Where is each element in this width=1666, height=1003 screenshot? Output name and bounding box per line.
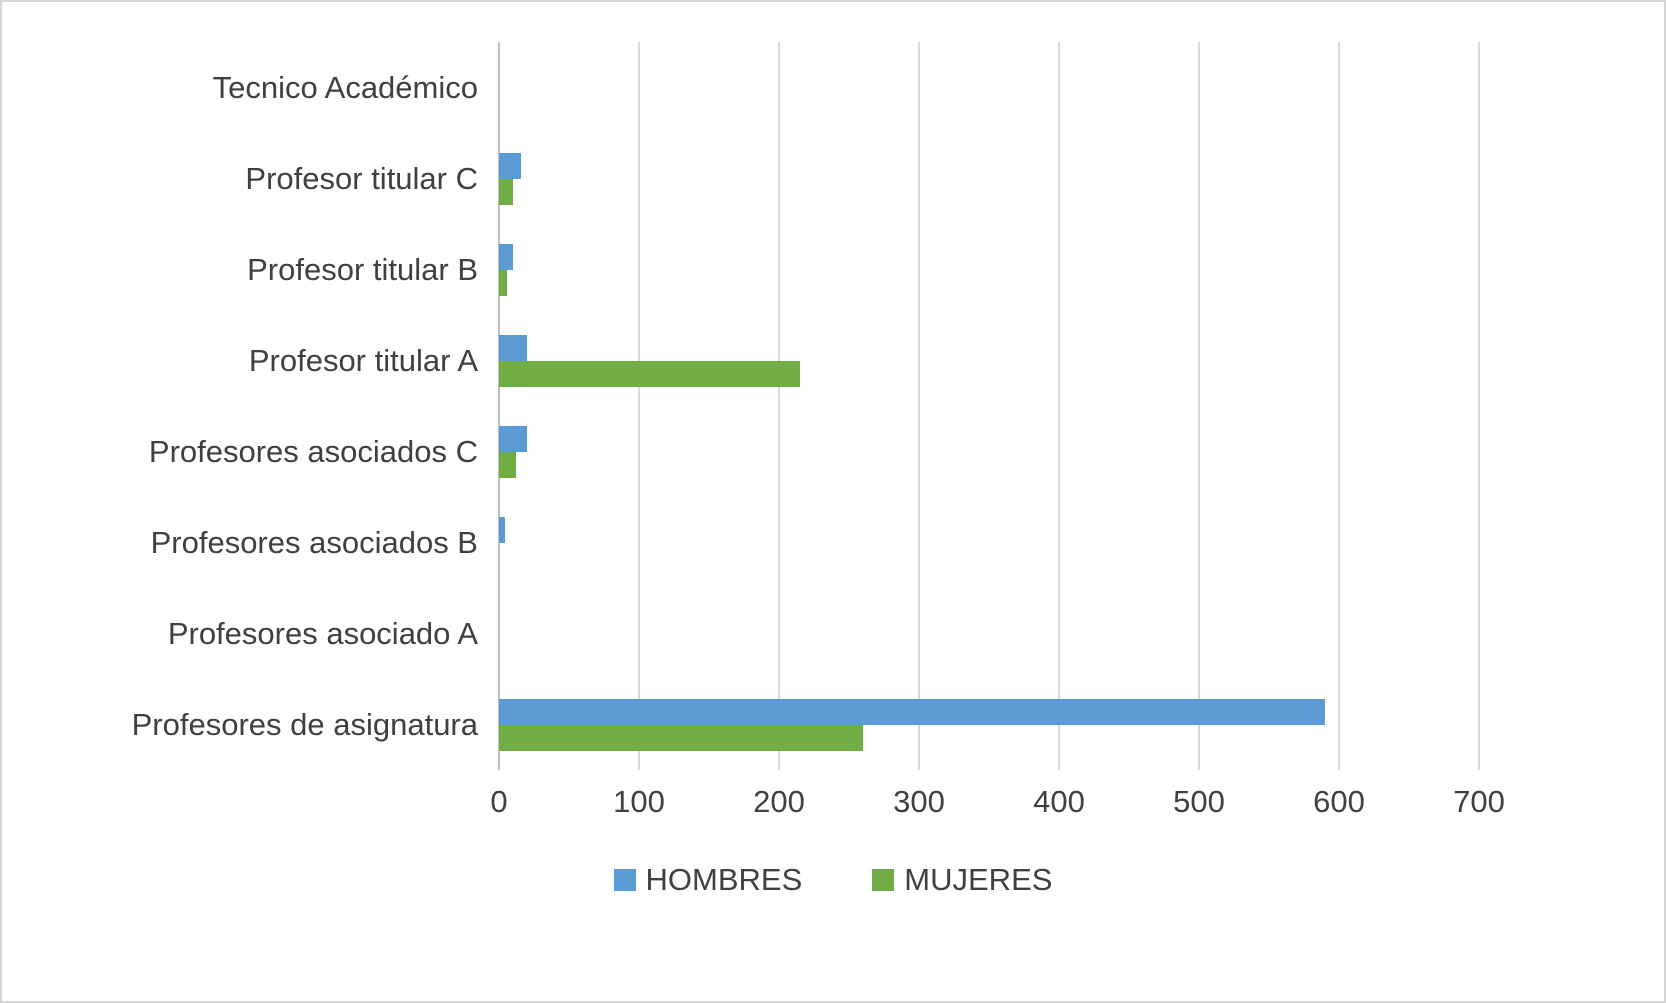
legend-label-hombres: HOMBRES [645, 862, 803, 897]
category-label-profesores-asociados-b: Profesores asociados B [150, 524, 478, 560]
bar-mujeres-profesor-titular-b [499, 269, 508, 296]
gridline-x-400 [1058, 42, 1060, 770]
category-label-profesores-asociado-a: Profesores asociado A [167, 615, 478, 651]
legend-swatch-hombres [613, 869, 636, 891]
x-tick-label-300: 300 [893, 784, 945, 819]
gridline-x-300 [918, 42, 920, 770]
legend-label-mujeres: MUJERES [904, 862, 1053, 897]
bar-mujeres-profesor-titular-c [499, 178, 513, 205]
legend-swatch-mujeres [872, 869, 895, 891]
x-tick-label-400: 400 [1033, 784, 1085, 819]
bar-hombres-profesor-titular-a [499, 334, 527, 361]
bar-mujeres-profesores-de-asignatura [499, 724, 863, 751]
bar-hombres-profesores-asociados-b [499, 516, 505, 543]
gridline-x-200 [778, 42, 780, 770]
bar-hombres-profesor-titular-b [499, 243, 513, 270]
category-label-profesor-titular-b: Profesor titular B [247, 251, 478, 287]
chart-legend: HOMBRES MUJERES [2, 862, 1664, 898]
gridline-x-500 [1198, 42, 1200, 770]
category-label-profesor-titular-c: Profesor titular C [245, 160, 478, 196]
gridline-x-600 [1338, 42, 1340, 770]
legend-item-mujeres: MUJERES [872, 862, 1052, 898]
x-tick-label-100: 100 [613, 784, 665, 819]
x-tick-label-0: 0 [490, 784, 508, 819]
bar-hombres-profesor-titular-c [499, 152, 522, 179]
category-label-tecnico-academico: Tecnico Académico [212, 69, 478, 105]
bar-hombres-profesores-asociados-c [499, 425, 527, 452]
legend-item-hombres: HOMBRES [613, 862, 803, 898]
category-label-profesores-de-asignatura: Profesores de asignatura [131, 706, 478, 742]
x-axis-line [498, 42, 500, 770]
bar-mujeres-profesor-titular-a [499, 360, 800, 387]
x-tick-label-200: 200 [753, 784, 805, 819]
x-tick-label-500: 500 [1173, 784, 1225, 819]
bar-hombres-profesores-de-asignatura [499, 698, 1325, 725]
category-label-profesor-titular-a: Profesor titular A [248, 342, 478, 378]
bar-mujeres-profesores-asociados-c [499, 451, 516, 478]
x-tick-label-600: 600 [1313, 784, 1365, 819]
plot-area [498, 42, 1480, 770]
x-tick-label-700: 700 [1453, 784, 1505, 819]
gridline-x-700 [1478, 42, 1480, 770]
category-label-profesores-asociados-c: Profesores asociados C [148, 433, 478, 469]
gridline-x-100 [638, 42, 640, 770]
